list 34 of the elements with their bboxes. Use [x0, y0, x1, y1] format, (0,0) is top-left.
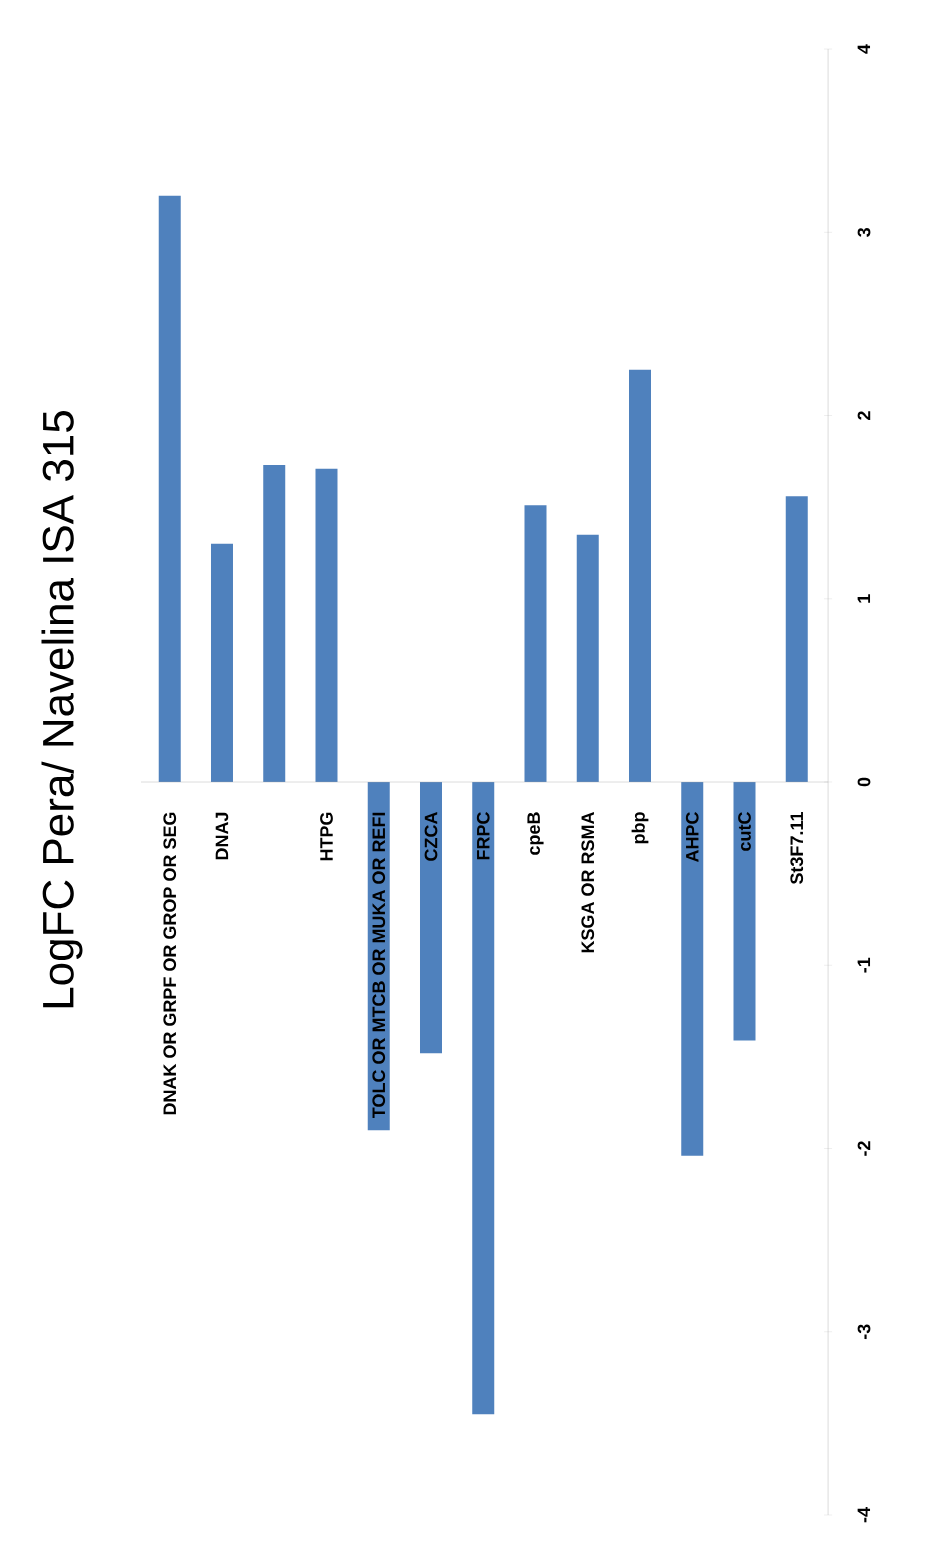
y-tick-label: 2: [857, 411, 871, 420]
x-tick-label: DNAK OR GRPF OR GROP OR SEG: [163, 812, 177, 1115]
bar: [420, 782, 442, 1054]
x-tick-label: KSGA OR RSMA: [581, 812, 595, 953]
bar: [315, 468, 338, 783]
x-tick-label: pbp: [631, 812, 649, 844]
bar: [524, 505, 547, 783]
text: LogFC Pera/ Navelina ISA 315: [41, 411, 83, 1008]
bar: [472, 782, 495, 1415]
bar: [158, 195, 181, 783]
x-tick-label: CZCA: [424, 812, 438, 861]
bar: [681, 782, 704, 1156]
y-tick-label: 4: [857, 44, 871, 54]
bar: [210, 543, 233, 783]
bar: [785, 496, 808, 783]
x-tick-label: cpeB: [527, 812, 544, 855]
bar: [576, 534, 599, 783]
bar: [263, 465, 286, 783]
bar: [629, 369, 651, 783]
x-tick-label: DNAJ: [215, 812, 229, 860]
y-tick-label: 1: [857, 594, 871, 603]
y-tick-label: -2: [857, 1141, 871, 1156]
x-tick-label: HTPG: [320, 812, 333, 861]
x-tick-label: AHPC: [685, 812, 699, 863]
x-tick-label: St3F7.11: [790, 812, 804, 885]
y-tick-label: -3: [857, 1324, 871, 1340]
y-tick-label: -1: [857, 957, 871, 973]
x-tick-label: TOLC OR MTCB OR MUKA OR REFI: [372, 812, 386, 1118]
x-tick-label: cutC: [738, 812, 751, 851]
x-tick-label: FRPC: [476, 812, 490, 860]
y-tick-label: 3: [857, 227, 871, 237]
y-tick-label: 0: [857, 777, 871, 787]
y-tick-label: -4: [857, 1507, 871, 1523]
bar: [733, 782, 756, 1041]
